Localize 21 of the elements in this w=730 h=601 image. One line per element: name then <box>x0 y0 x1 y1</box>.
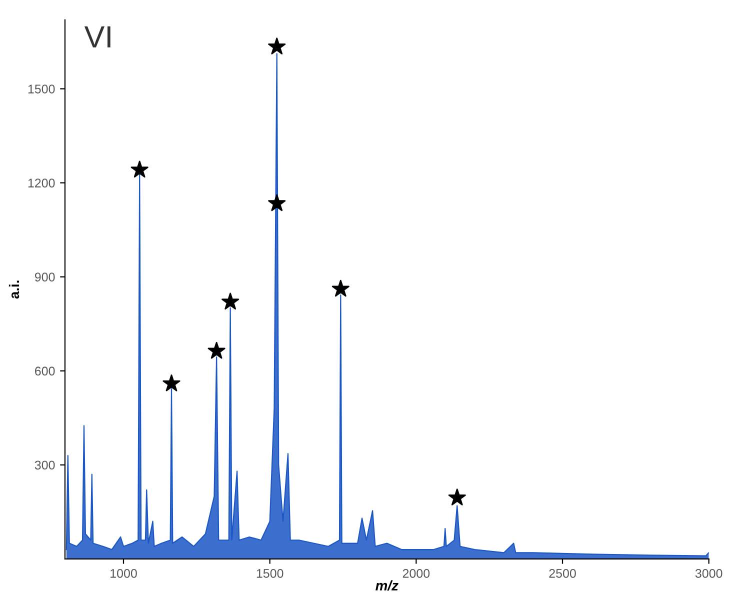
y-tick-label: 300 <box>34 460 55 470</box>
point <box>162 374 180 392</box>
point <box>222 292 240 310</box>
x-tick-label: 1000 <box>110 568 137 578</box>
x-tick-label: 2500 <box>549 568 576 578</box>
x-tick-label: 2000 <box>402 568 430 578</box>
y-tick-label: 600 <box>35 366 55 376</box>
y-tick-label: 900 <box>34 272 55 282</box>
x-tick-label: 3000 <box>695 568 722 578</box>
point <box>268 38 286 54</box>
annotation: VI <box>84 26 110 48</box>
x-tick-label: 1500 <box>256 568 284 578</box>
y-tick-label: 1500 <box>28 84 55 94</box>
y-axis-title: a.i. <box>8 280 20 299</box>
point <box>448 488 466 506</box>
x-axis-title: m/z <box>376 580 398 591</box>
point <box>268 194 286 212</box>
y-tick-label: 1200 <box>28 178 55 188</box>
point <box>332 280 350 297</box>
point <box>130 160 148 178</box>
point <box>208 342 226 359</box>
